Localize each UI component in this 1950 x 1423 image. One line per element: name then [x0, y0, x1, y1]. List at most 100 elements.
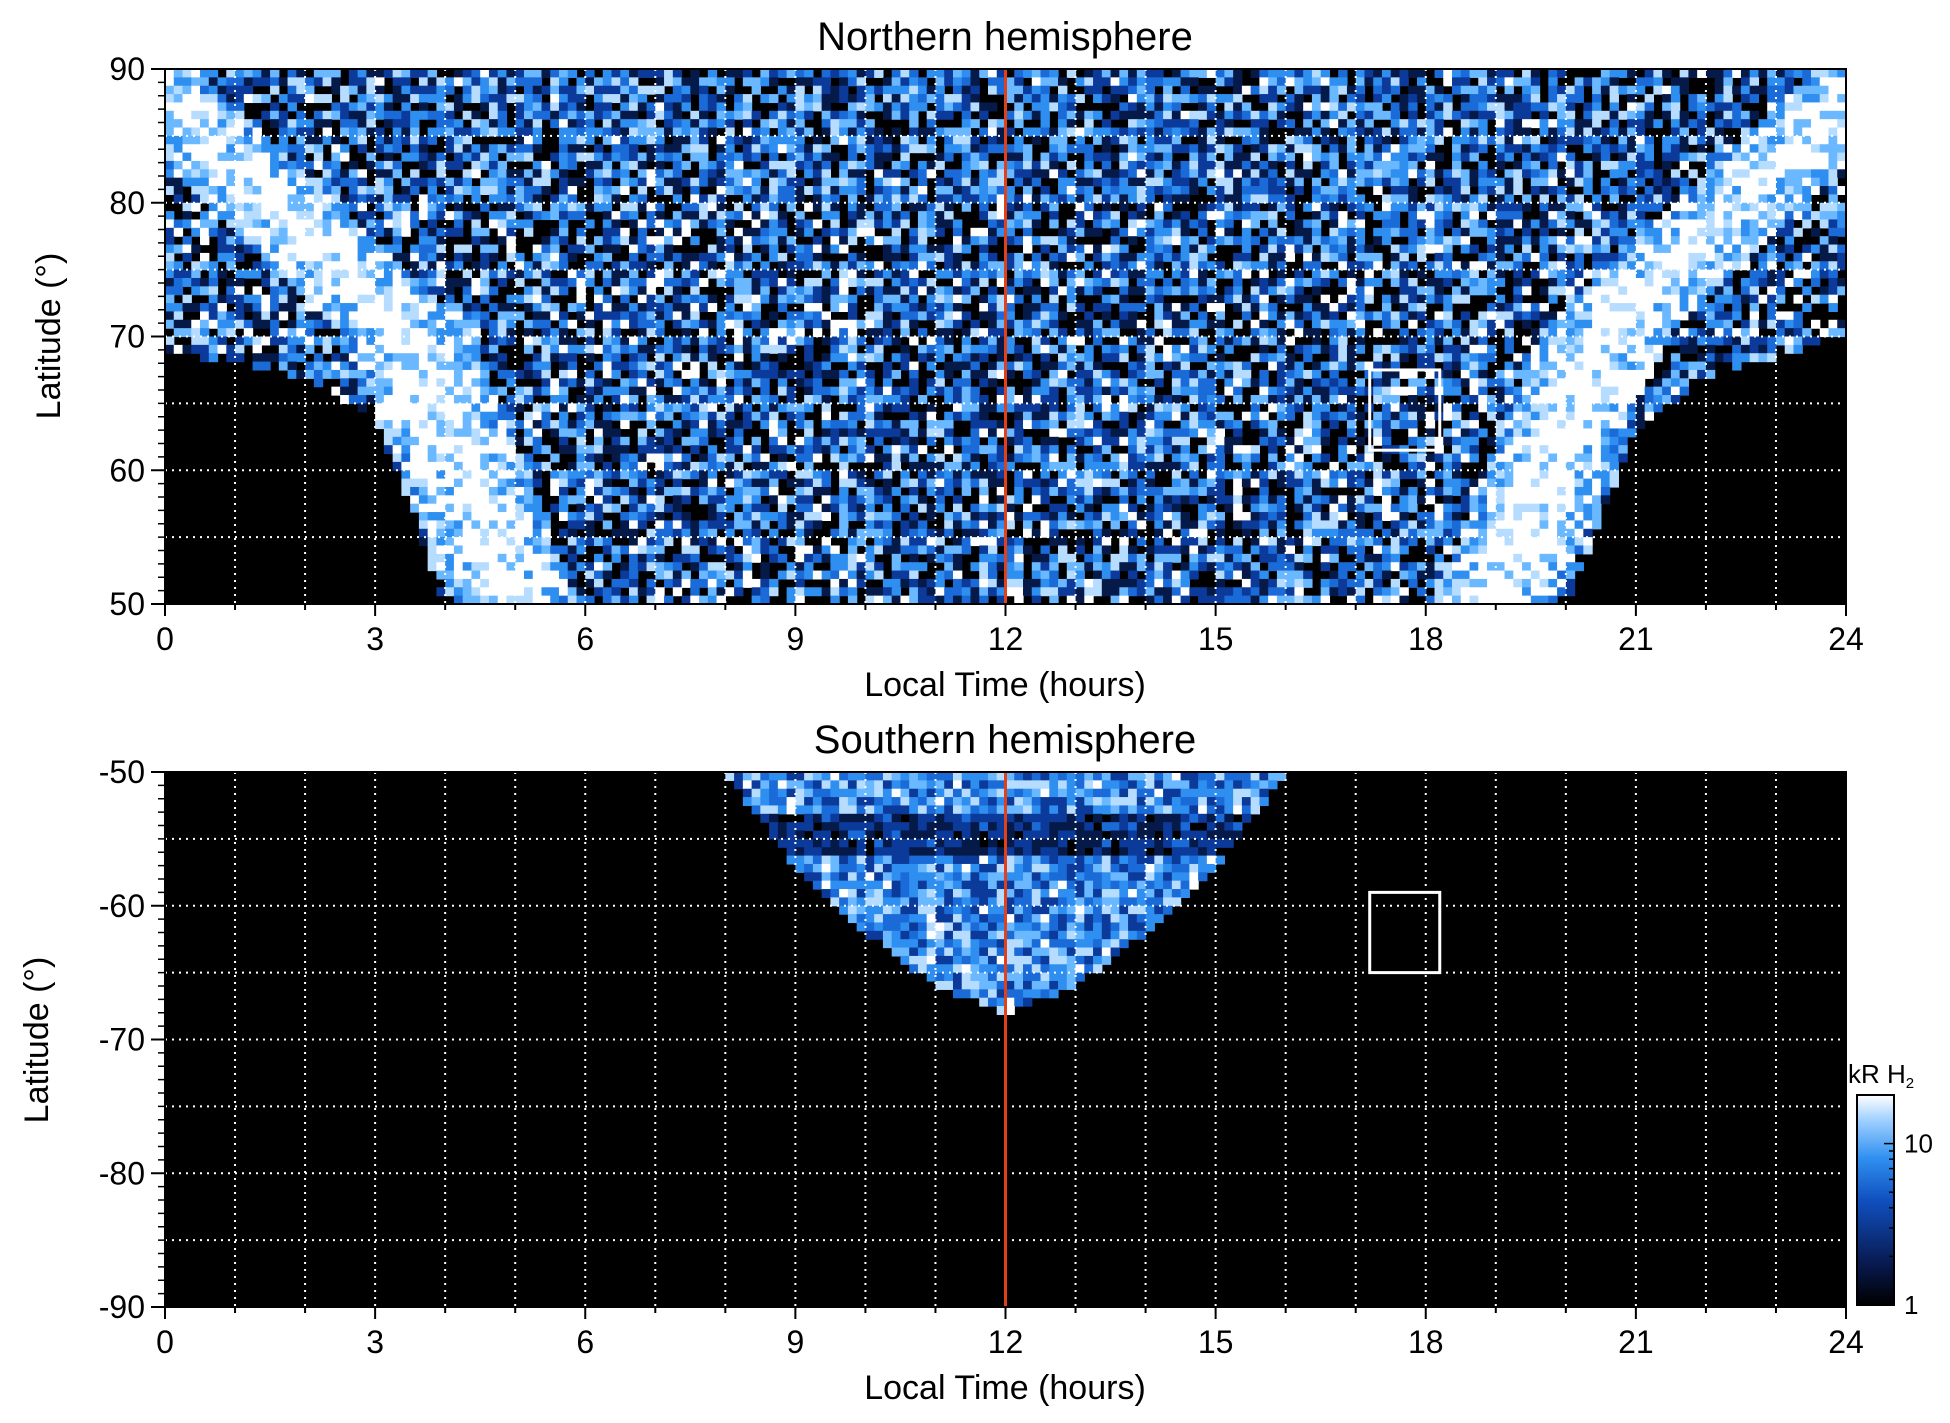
intensity-cell	[1259, 277, 1269, 287]
intensity-cell	[1390, 261, 1401, 271]
intensity-cell	[576, 152, 586, 162]
intensity-cell	[839, 85, 849, 95]
intensity-cell	[629, 311, 639, 321]
intensity-cell	[716, 311, 726, 321]
intensity-cell	[874, 127, 884, 137]
intensity-cell	[173, 127, 184, 137]
intensity-cell	[1828, 135, 1838, 145]
intensity-cell	[681, 319, 691, 329]
intensity-cell	[672, 286, 683, 296]
intensity-cell	[847, 169, 858, 179]
intensity-cell	[1040, 261, 1050, 271]
intensity-cell	[1119, 319, 1129, 329]
intensity-cell	[1049, 211, 1059, 221]
intensity-cell	[646, 202, 656, 212]
intensity-cell	[1110, 69, 1120, 78]
intensity-cell	[681, 94, 691, 104]
intensity-cell	[637, 127, 648, 137]
intensity-cell	[672, 152, 683, 162]
intensity-cell	[1311, 227, 1322, 237]
intensity-cell	[1609, 294, 1619, 304]
intensity-cell	[1180, 328, 1190, 338]
intensity-cell	[1373, 135, 1383, 145]
intensity-cell	[1644, 152, 1654, 162]
intensity-cell	[1793, 294, 1803, 304]
intensity-cell	[1233, 102, 1243, 112]
intensity-cell	[1014, 135, 1024, 145]
intensity-cell	[217, 119, 227, 129]
intensity-cell	[620, 110, 630, 120]
intensity-cell	[165, 177, 175, 187]
intensity-cell	[979, 303, 989, 313]
intensity-cell	[1837, 160, 1846, 170]
intensity-cell	[1828, 119, 1838, 129]
intensity-cell	[1749, 211, 1760, 221]
intensity-cell	[1460, 144, 1471, 154]
intensity-cell	[217, 202, 227, 212]
intensity-cell	[1145, 294, 1155, 304]
intensity-cell	[1749, 319, 1760, 329]
intensity-cell	[716, 194, 726, 204]
intensity-cell	[401, 277, 411, 287]
intensity-cell	[252, 186, 262, 195]
intensity-cell	[1163, 244, 1173, 254]
intensity-cell	[646, 328, 656, 338]
intensity-cell	[576, 303, 586, 313]
intensity-cell	[812, 194, 823, 204]
intensity-cell	[1557, 244, 1567, 254]
intensity-cell	[725, 294, 735, 304]
intensity-cell	[786, 85, 796, 95]
intensity-cell	[987, 227, 998, 237]
intensity-cell	[1268, 277, 1278, 287]
intensity-cell	[1128, 102, 1138, 112]
intensity-cell	[182, 152, 192, 162]
intensity-cell	[375, 277, 385, 287]
intensity-cell	[1311, 252, 1322, 262]
intensity-cell	[1399, 244, 1409, 254]
intensity-cell	[1268, 328, 1278, 338]
intensity-cell	[1145, 119, 1155, 129]
intensity-cell	[191, 319, 201, 329]
intensity-cell	[1031, 110, 1042, 120]
intensity-cell	[1583, 202, 1593, 212]
intensity-cell	[462, 244, 473, 254]
intensity-cell	[996, 294, 1007, 304]
intensity-cell	[1408, 294, 1418, 304]
intensity-cell	[961, 269, 972, 279]
intensity-cell	[506, 169, 516, 179]
intensity-cell	[839, 186, 849, 195]
intensity-cell	[1233, 77, 1243, 87]
intensity-cell	[1023, 186, 1033, 195]
intensity-cell	[348, 286, 359, 296]
intensity-cell	[1837, 286, 1846, 296]
intensity-cell	[305, 94, 315, 104]
intensity-cell	[1627, 211, 1637, 221]
intensity-cell	[1819, 244, 1830, 254]
intensity-cell	[200, 160, 210, 170]
north-panel: Northern hemisphere 0 3 6 9 12 15 18 21 24506070…	[30, 15, 1864, 704]
intensity-cell	[1119, 261, 1129, 271]
intensity-cell	[1434, 269, 1444, 279]
intensity-cell	[1495, 152, 1506, 162]
intensity-cell	[471, 311, 481, 321]
intensity-cell	[1399, 152, 1409, 162]
intensity-cell	[1040, 269, 1050, 279]
intensity-cell	[1154, 152, 1164, 162]
intensity-cell	[1810, 319, 1821, 329]
intensity-cell	[200, 286, 210, 296]
intensity-cell	[287, 152, 297, 162]
intensity-cell	[1390, 194, 1401, 204]
intensity-cell	[1023, 94, 1033, 104]
intensity-cell	[602, 152, 613, 162]
intensity-cell	[1732, 194, 1742, 204]
intensity-cell	[1311, 110, 1322, 120]
intensity-cell	[1749, 169, 1760, 179]
intensity-cell	[690, 110, 700, 120]
intensity-cell	[1224, 177, 1234, 187]
intensity-cell	[340, 194, 350, 204]
intensity-cell	[812, 160, 823, 170]
intensity-cell	[847, 110, 858, 120]
intensity-cell	[182, 236, 192, 246]
intensity-cell	[707, 336, 718, 346]
intensity-cell	[1215, 311, 1225, 321]
